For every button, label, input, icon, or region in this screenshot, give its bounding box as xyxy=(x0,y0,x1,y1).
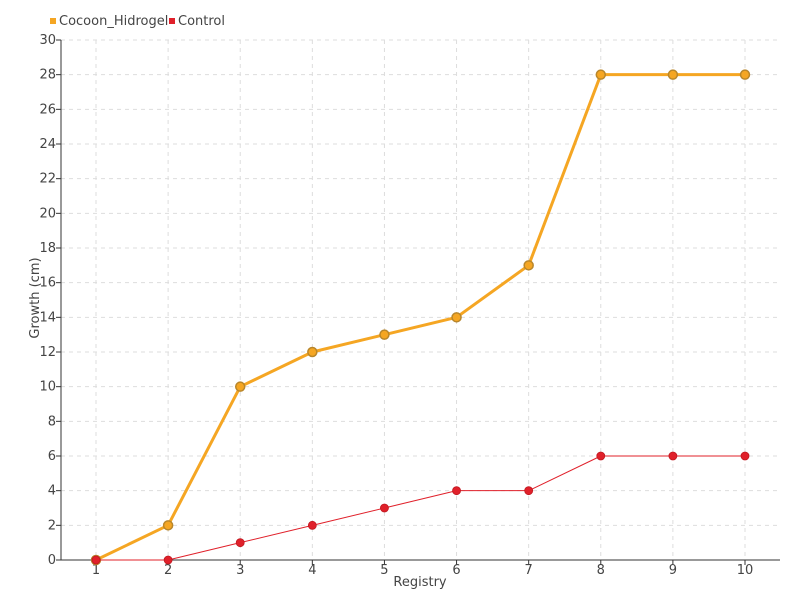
series-line-cocoon-hidrogel xyxy=(95,73,745,562)
legend-swatch-control xyxy=(169,18,175,24)
y-tick-label: 6 xyxy=(48,449,56,464)
y-tick-label: 20 xyxy=(39,206,56,221)
x-tick-label: 10 xyxy=(737,563,754,578)
data-point-cocoon-hidrogel[interactable] xyxy=(379,329,390,340)
y-tick-label: 16 xyxy=(39,276,56,291)
x-tick-label: 5 xyxy=(380,563,388,578)
data-point-control[interactable] xyxy=(452,486,461,496)
x-tick-label: 2 xyxy=(164,563,172,578)
data-point-control[interactable] xyxy=(235,538,245,548)
y-axis-title: Growth (cm) xyxy=(28,257,43,338)
series-control xyxy=(91,451,750,565)
x-tick-label: 9 xyxy=(669,563,677,578)
data-point-control[interactable] xyxy=(740,451,750,461)
data-point-cocoon-hidrogel[interactable] xyxy=(162,520,174,531)
data-point-cocoon-hidrogel[interactable] xyxy=(523,260,534,271)
x-axis-title: Registry xyxy=(393,575,447,590)
legend-label-control: Control xyxy=(178,14,225,29)
x-tick-label: 4 xyxy=(308,563,316,578)
data-point-cocoon-hidrogel[interactable] xyxy=(595,69,607,80)
series-cocoon-hidrogel xyxy=(90,69,751,566)
legend-label-cocoon-hidrogel: Cocoon_Hidrogel xyxy=(59,14,168,29)
data-point-cocoon-hidrogel[interactable] xyxy=(451,312,462,323)
y-tick-label: 28 xyxy=(39,68,56,83)
legend: Cocoon_Hidrogel Control xyxy=(50,14,225,29)
y-tick-label: 18 xyxy=(39,241,56,256)
y-tick-label: 22 xyxy=(39,172,56,187)
data-point-cocoon-hidrogel[interactable] xyxy=(667,69,679,80)
data-point-control[interactable] xyxy=(668,451,678,461)
y-tick-label: 0 xyxy=(48,553,56,568)
grid-layer xyxy=(61,39,780,560)
y-tick-label: 4 xyxy=(48,484,56,499)
x-tick-label: 3 xyxy=(236,563,244,578)
y-tick-label: 26 xyxy=(39,102,56,117)
axes-layer xyxy=(56,39,780,565)
y-tick-label: 12 xyxy=(39,345,56,360)
data-point-control[interactable] xyxy=(91,555,101,565)
y-tick-label: 8 xyxy=(48,414,56,429)
data-point-cocoon-hidrogel[interactable] xyxy=(739,69,751,80)
data-point-control[interactable] xyxy=(307,520,317,530)
data-point-cocoon-hidrogel[interactable] xyxy=(234,381,246,392)
y-tick-label: 10 xyxy=(39,380,56,395)
y-tick-label: 24 xyxy=(39,137,56,152)
data-point-cocoon-hidrogel[interactable] xyxy=(307,346,318,358)
data-point-control[interactable] xyxy=(524,486,534,496)
y-tick-label: 30 xyxy=(39,33,56,48)
x-tick-label: 1 xyxy=(92,563,100,578)
x-tick-label: 8 xyxy=(597,563,605,578)
data-point-control[interactable] xyxy=(380,503,389,513)
x-tick-labels: 1 2 3 4 5 6 7 8 9 10 xyxy=(92,563,753,578)
series-layer xyxy=(90,69,751,566)
series-line-control xyxy=(96,455,745,561)
y-tick-label: 14 xyxy=(39,310,56,325)
legend-swatch-cocoon-hidrogel xyxy=(50,18,56,24)
x-tick-label: 7 xyxy=(525,563,533,578)
data-point-control[interactable] xyxy=(163,555,173,565)
y-tick-label: 2 xyxy=(48,518,56,533)
x-tick-label: 6 xyxy=(452,563,460,578)
data-point-control[interactable] xyxy=(596,451,606,461)
